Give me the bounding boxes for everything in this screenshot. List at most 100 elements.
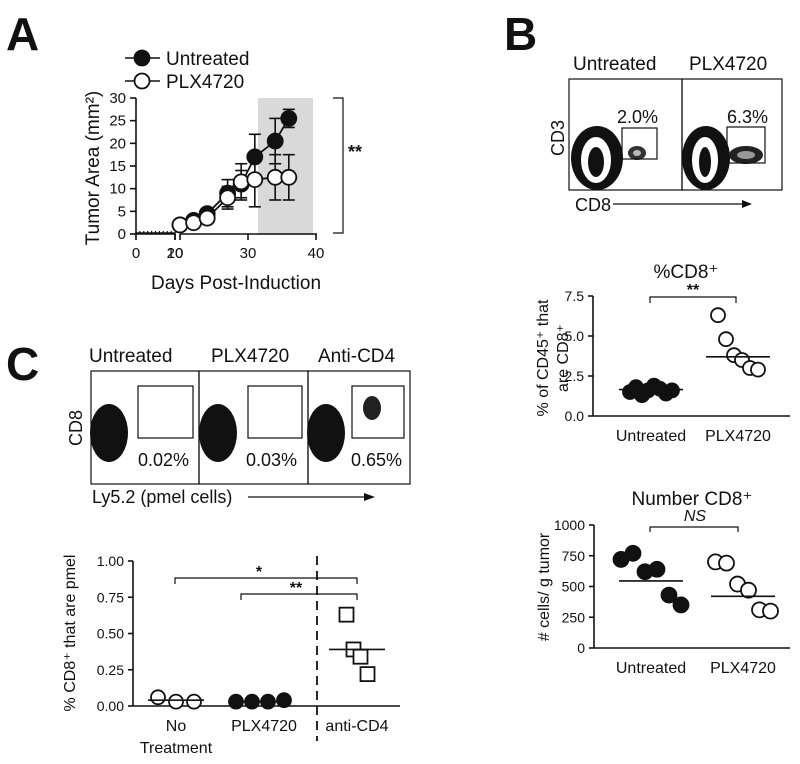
point bbox=[762, 602, 779, 620]
y-tick-label: 25 bbox=[109, 113, 126, 130]
x-axis-label: Days Post-Induction bbox=[151, 273, 321, 294]
contour-inner-2 bbox=[699, 147, 711, 177]
legend-marker-plx4720 bbox=[133, 72, 151, 90]
flow-title-anti-cd4: Anti-CD4 bbox=[318, 346, 396, 367]
point bbox=[660, 586, 678, 604]
point-plx4720 bbox=[280, 168, 298, 186]
x-tick-label: 40 bbox=[308, 245, 325, 262]
point bbox=[338, 606, 355, 623]
chart-title: Number CD8⁺ bbox=[632, 489, 753, 510]
point bbox=[352, 648, 369, 665]
point bbox=[750, 361, 766, 378]
y-tick-label: 10 bbox=[109, 181, 126, 198]
pmel-percent-chart: % CD8⁺ that are pmel 0.00 0.25 0.50 0.75 1.0… bbox=[62, 553, 400, 757]
point-untreated bbox=[246, 148, 264, 166]
point bbox=[276, 692, 292, 709]
category-label: No bbox=[166, 718, 187, 735]
point bbox=[624, 544, 642, 562]
point-untreated bbox=[266, 132, 284, 150]
number-cd8-chart: Number CD8⁺ # cells/ g tumor 0 250 500 750 1… bbox=[536, 489, 790, 677]
flow-x-arrowhead bbox=[742, 200, 752, 208]
y-tick-label: 0 bbox=[118, 226, 126, 243]
point-untreated bbox=[280, 110, 298, 127]
point bbox=[648, 560, 666, 578]
panel-letter-c: C bbox=[6, 338, 39, 390]
y-axis-label: Tumor Area (mm²) bbox=[83, 91, 104, 245]
data-points bbox=[612, 544, 779, 620]
y-tick-label: 1.00 bbox=[97, 553, 124, 569]
point bbox=[359, 666, 376, 682]
significance-label-2: ** bbox=[290, 580, 303, 597]
significance-label: NS bbox=[684, 508, 707, 525]
y-tick-label: 2.5 bbox=[565, 368, 585, 384]
cell-cloud-anti-cd4 bbox=[307, 404, 345, 462]
flow-x-arrowhead bbox=[364, 493, 375, 501]
category-label: PLX4720 bbox=[231, 718, 297, 735]
data-points bbox=[619, 307, 770, 404]
point-plx4720 bbox=[246, 171, 264, 189]
category-label: Untreated bbox=[616, 660, 686, 677]
point bbox=[718, 554, 735, 572]
y-tick-label: 15 bbox=[109, 158, 126, 175]
flow-title-untreated: Untreated bbox=[573, 54, 656, 75]
gate-plx4720 bbox=[726, 126, 766, 164]
point bbox=[718, 331, 734, 348]
gate-anti-cd4 bbox=[351, 385, 405, 439]
flow-title-untreated: Untreated bbox=[89, 346, 172, 367]
category-label: Untreated bbox=[616, 428, 686, 445]
y-tick-label: 250 bbox=[562, 609, 586, 625]
cd3-cd8-flow-plots: Untreated PLX4720 2.0% 6.3% CD3 CD8 bbox=[548, 54, 783, 215]
legend-marker-untreated bbox=[133, 49, 151, 67]
axes: 0.00 0.25 0.50 0.75 1.00 No Treatment PLX4720 an… bbox=[97, 553, 400, 757]
flow-title-plx4720: PLX4720 bbox=[211, 346, 289, 367]
significance-label: ** bbox=[348, 142, 362, 162]
cell-cloud-untreated bbox=[90, 404, 128, 462]
significance-bracket bbox=[649, 526, 739, 532]
category-label: PLX4720 bbox=[705, 428, 771, 445]
contour-density bbox=[571, 126, 763, 190]
y-tick-label: 0.50 bbox=[97, 626, 124, 642]
gate-untreated bbox=[621, 127, 658, 160]
pmel-population bbox=[363, 396, 381, 420]
flow-plot-plx4720 bbox=[681, 78, 783, 191]
significance-label: ** bbox=[687, 282, 700, 299]
point-plx4720 bbox=[232, 173, 250, 191]
y-axis-label-line1: % of CD45⁺ that bbox=[535, 299, 552, 417]
y-tick-label: 7.5 bbox=[565, 288, 585, 304]
y-tick-label: 500 bbox=[562, 579, 586, 595]
gate-percent-plx4720: 6.3% bbox=[727, 107, 768, 127]
point bbox=[710, 307, 726, 324]
category-label: Treatment bbox=[140, 740, 213, 757]
category-label: anti-CD4 bbox=[325, 718, 388, 735]
point-plx4720 bbox=[198, 209, 216, 227]
data-series bbox=[136, 108, 298, 234]
y-tick-label: 20 bbox=[109, 135, 126, 152]
point bbox=[740, 581, 757, 599]
data-points bbox=[148, 606, 385, 710]
y-axis-label: # cells/ g tumor bbox=[536, 532, 553, 641]
point bbox=[672, 596, 690, 614]
significance-bracket-2 bbox=[240, 593, 358, 600]
contour-inner bbox=[588, 147, 604, 177]
y-tick-label: 0.75 bbox=[97, 589, 124, 605]
gate-percent-plx4720: 0.03% bbox=[246, 450, 297, 470]
pmel-flow-plots: Untreated PLX4720 Anti-CD4 0.02% 0.03% 0… bbox=[66, 346, 411, 507]
y-tick-label: 1000 bbox=[554, 517, 585, 533]
legend: Untreated PLX4720 bbox=[125, 49, 249, 93]
flow-title-plx4720: PLX4720 bbox=[689, 54, 767, 75]
point bbox=[168, 693, 184, 710]
gate-percent-untreated: 2.0% bbox=[617, 107, 658, 127]
chart-title: %CD8⁺ bbox=[654, 262, 719, 283]
gate-untreated bbox=[137, 385, 194, 439]
y-tick-label: 0 bbox=[577, 640, 585, 656]
y-tick-label: 5.0 bbox=[565, 328, 585, 344]
flow-y-label: CD3 bbox=[548, 120, 568, 156]
point bbox=[150, 689, 166, 706]
y-axis-label-line2: are CD8⁺ bbox=[555, 324, 572, 392]
tumor-growth-chart: Untreated PLX4720 Tumor Area (mm²) Days … bbox=[83, 49, 362, 294]
significance-bracket-1 bbox=[174, 577, 358, 584]
gate-percent-untreated: 0.02% bbox=[138, 450, 189, 470]
gate-percent-anti-cd4: 0.65% bbox=[351, 450, 402, 470]
